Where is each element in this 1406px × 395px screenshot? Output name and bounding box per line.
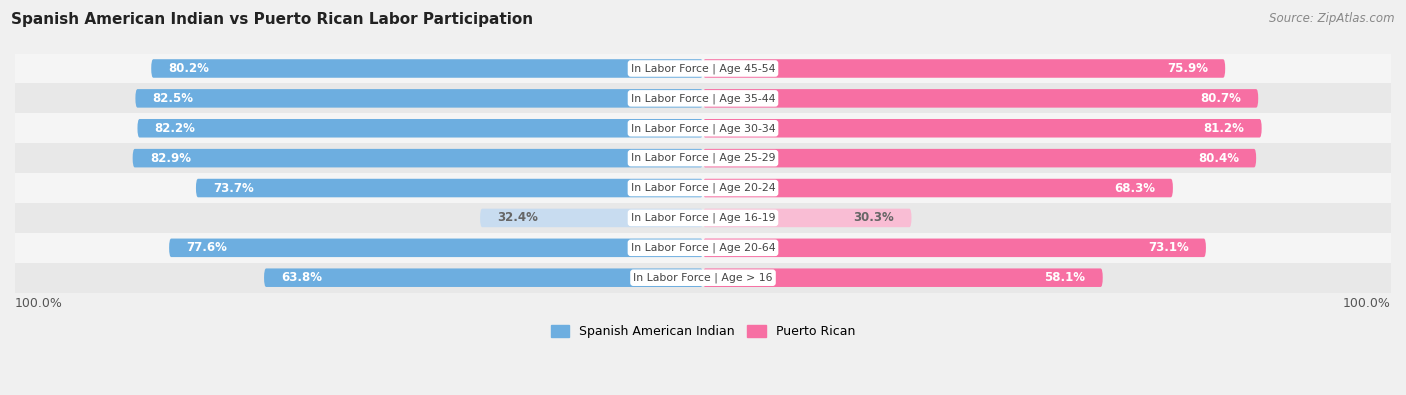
FancyBboxPatch shape [703, 59, 1225, 78]
Text: 68.3%: 68.3% [1115, 182, 1156, 195]
FancyBboxPatch shape [703, 149, 1256, 167]
FancyBboxPatch shape [195, 179, 703, 198]
Text: In Labor Force | Age 20-64: In Labor Force | Age 20-64 [631, 243, 775, 253]
Text: 100.0%: 100.0% [1343, 297, 1391, 310]
Bar [15, 233, 1391, 263]
Bar [15, 83, 1391, 113]
FancyBboxPatch shape [138, 119, 703, 137]
Legend: Spanish American Indian, Puerto Rican: Spanish American Indian, Puerto Rican [546, 320, 860, 343]
Text: 80.7%: 80.7% [1201, 92, 1241, 105]
FancyBboxPatch shape [703, 209, 911, 227]
Text: 58.1%: 58.1% [1045, 271, 1085, 284]
Text: 80.4%: 80.4% [1198, 152, 1239, 165]
Text: In Labor Force | Age 30-34: In Labor Force | Age 30-34 [631, 123, 775, 134]
Text: 30.3%: 30.3% [853, 211, 894, 224]
Bar [15, 203, 1391, 233]
FancyBboxPatch shape [132, 149, 703, 167]
Text: Source: ZipAtlas.com: Source: ZipAtlas.com [1270, 12, 1395, 25]
Bar [15, 173, 1391, 203]
Text: 75.9%: 75.9% [1167, 62, 1208, 75]
FancyBboxPatch shape [264, 269, 703, 287]
Text: 73.7%: 73.7% [214, 182, 254, 195]
Text: In Labor Force | Age > 16: In Labor Force | Age > 16 [633, 273, 773, 283]
Bar [15, 113, 1391, 143]
Text: In Labor Force | Age 25-29: In Labor Force | Age 25-29 [631, 153, 775, 164]
FancyBboxPatch shape [703, 269, 1102, 287]
Text: Spanish American Indian vs Puerto Rican Labor Participation: Spanish American Indian vs Puerto Rican … [11, 12, 533, 27]
Text: 82.5%: 82.5% [153, 92, 194, 105]
FancyBboxPatch shape [479, 209, 703, 227]
FancyBboxPatch shape [703, 119, 1261, 137]
Text: 81.2%: 81.2% [1204, 122, 1244, 135]
FancyBboxPatch shape [703, 89, 1258, 107]
Text: 80.2%: 80.2% [169, 62, 209, 75]
Text: 82.2%: 82.2% [155, 122, 195, 135]
Text: 63.8%: 63.8% [281, 271, 322, 284]
Text: In Labor Force | Age 16-19: In Labor Force | Age 16-19 [631, 213, 775, 223]
FancyBboxPatch shape [703, 239, 1206, 257]
Bar [15, 54, 1391, 83]
Text: In Labor Force | Age 20-24: In Labor Force | Age 20-24 [631, 183, 775, 193]
Text: 82.9%: 82.9% [150, 152, 191, 165]
FancyBboxPatch shape [135, 89, 703, 107]
Text: 32.4%: 32.4% [498, 211, 538, 224]
FancyBboxPatch shape [169, 239, 703, 257]
Text: In Labor Force | Age 45-54: In Labor Force | Age 45-54 [631, 63, 775, 74]
Text: 73.1%: 73.1% [1147, 241, 1188, 254]
Text: 100.0%: 100.0% [15, 297, 63, 310]
Bar [15, 263, 1391, 293]
Bar [15, 143, 1391, 173]
Text: In Labor Force | Age 35-44: In Labor Force | Age 35-44 [631, 93, 775, 103]
Text: 77.6%: 77.6% [187, 241, 228, 254]
FancyBboxPatch shape [703, 179, 1173, 198]
FancyBboxPatch shape [152, 59, 703, 78]
